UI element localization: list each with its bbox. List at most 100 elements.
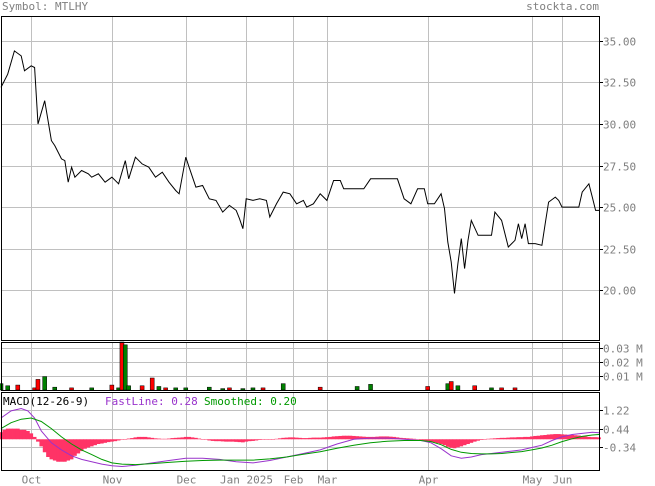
volume-bar [499,387,504,391]
macd-histogram-bar [429,439,433,442]
macd-histogram-bar [324,437,329,440]
macd-histogram-bar [408,438,413,440]
volume-bar [472,385,477,391]
macd-histogram-bar [452,439,457,449]
macd-histogram-bar [462,439,467,446]
volume-panel-frame [1,342,600,391]
macd-histogram-bar [204,439,208,440]
macd-histogram-bar [89,439,94,447]
macd-histogram-bar [46,439,50,457]
macd-histogram-bar [187,436,192,440]
macd-histogram-bar [167,438,171,440]
macd-histogram-bar [513,437,517,440]
macd-histogram-bar [402,438,407,440]
macd-histogram-bar [449,439,454,448]
price-tick-label: 30.00 [603,119,636,132]
macd-histogram-bar [73,439,77,456]
volume-bar [69,387,74,391]
macd-histogram-bar [133,437,138,440]
site-name: stockta.com [526,0,599,13]
macd-histogram-bar [261,439,265,440]
macd-histogram-bar [32,436,37,440]
macd-histogram-bar [587,436,591,440]
macd-histogram-bar [583,436,588,440]
volume-bar [149,377,155,391]
macd-histogram-bar [351,435,356,440]
macd-histogram-bar [469,439,474,443]
volume-bar [5,385,10,391]
macd-histogram-bar [267,439,272,440]
volume-bar [489,387,494,391]
macd-histogram-bar [405,438,410,440]
macd-histogram-bar [103,439,108,443]
volume-bar [139,385,145,391]
macd-histogram-bar [99,439,104,444]
macd-histogram-bar [39,439,44,447]
macd-histogram-bar [200,439,205,440]
macd-histogram-bar [412,438,417,440]
macd-histogram-bar [180,437,185,440]
macd-histogram-bar [318,437,323,440]
volume-bar [207,386,212,391]
macd-histogram-bar [556,434,561,440]
macd-histogram-bar [466,439,470,444]
macd-histogram-bar [160,438,165,440]
macd-histogram-bar [516,437,521,440]
macd-histogram-bar [439,439,443,444]
volume-bar [89,387,94,391]
volume-bar [368,384,373,391]
macd-histogram-bar [257,439,262,440]
macd-histogram-bar [12,428,17,440]
grid-layer [1,16,599,470]
volume-bar [250,387,256,391]
macd-histogram-bar [308,437,312,440]
macd-histogram-bar [277,438,282,440]
macd-histogram-bar [593,437,598,440]
macd-histogram-bar [247,439,252,442]
macd-panel-frame [1,392,600,471]
x-tick-label: May [523,474,543,486]
volume-bar [448,381,454,391]
macd-histogram-bar [126,438,131,440]
macd-histogram-bar [529,436,534,440]
macd-histogram-bar [550,434,554,440]
macd-histogram-bar [49,439,54,460]
volume-bar [183,387,189,391]
macd-histogram-bar [435,439,440,444]
macd-histogram-bar [66,439,71,461]
macd-histogram-bar [123,439,128,440]
macd-histogram-bar [358,436,363,440]
volume-tick-label: 0.01 M [603,371,643,384]
macd-histogram-bar [183,436,188,440]
volume-bar [317,386,323,391]
volume-bar [123,344,128,391]
macd-histogram-bar [116,439,121,441]
macd-histogram-bar [25,431,30,440]
macd-histogram-bar [476,439,480,441]
macd-histogram-bar [52,439,57,461]
macd-histogram-bar [432,439,437,443]
macd-histogram-bar [59,439,64,462]
macd-histogram-bar [496,438,501,440]
macd-histogram-bar [109,439,114,442]
macd-histogram-bar [459,439,464,447]
macd-histogram-bar [234,439,239,442]
macd-histogram-bar [93,439,97,446]
volume-bar [240,388,246,391]
x-tick-label: Feb [284,474,304,486]
macd-histogram-bar [83,439,87,449]
price-panel-frame [1,16,600,341]
macd-histogram-bar [546,434,551,440]
macd-histogram-bar [19,429,24,440]
macd-histogram-bar [331,436,336,440]
x-tick-label: Oct [22,474,42,486]
macd-histogram-bar [113,439,118,442]
volume-tick-label: 0.03 M [603,343,643,356]
macd-histogram-bar [425,439,430,442]
price-tick-label: 22.50 [603,244,636,257]
macd-histogram-bar [492,438,497,440]
macd-smoothed-line [0,417,600,466]
macd-histogram-bar [177,437,181,440]
price-tick-label: 27.50 [603,161,636,174]
